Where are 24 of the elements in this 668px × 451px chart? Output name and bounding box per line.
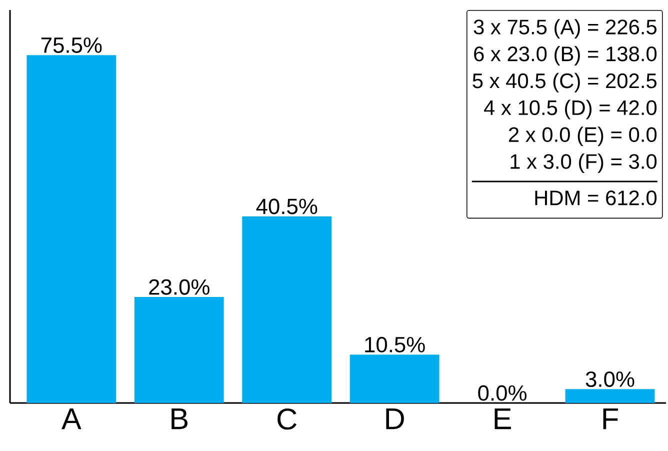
data-label: 0.0% xyxy=(478,385,526,401)
x-tick-label: B xyxy=(172,408,188,430)
bar xyxy=(26,55,116,403)
bar xyxy=(242,216,332,403)
annotation: 4 x 10.5 (D) = 42.0 xyxy=(484,100,657,120)
x-tick-label: D xyxy=(386,408,404,430)
x-tick-label: C xyxy=(278,408,297,430)
annotation: 3 x 75.5 (A) = 226.5 xyxy=(474,19,656,39)
annotation: 2 x 0.0 (E) = 0.0 xyxy=(508,126,657,146)
x-tick-label: F xyxy=(603,408,618,430)
data-label: 3.0% xyxy=(586,371,634,387)
data-label: 23.0% xyxy=(149,279,210,295)
bar xyxy=(134,297,224,403)
data-label: 10.5% xyxy=(365,336,425,352)
data-label: 75.5% xyxy=(41,38,102,53)
annotation: HDM = 612.0 xyxy=(535,190,657,206)
x-tick-label: E xyxy=(494,408,511,430)
annotation: 5 x 40.5 (C) = 202.5 xyxy=(472,72,656,92)
annotation: 6 x 23.0 (B) = 138.0 xyxy=(474,46,657,66)
x-tick-label: A xyxy=(62,408,82,430)
data-label: 40.5% xyxy=(256,198,318,214)
annotation: 1 x 3.0 (F) = 3.0 xyxy=(510,154,657,174)
bar xyxy=(565,389,655,403)
bar xyxy=(350,354,440,403)
